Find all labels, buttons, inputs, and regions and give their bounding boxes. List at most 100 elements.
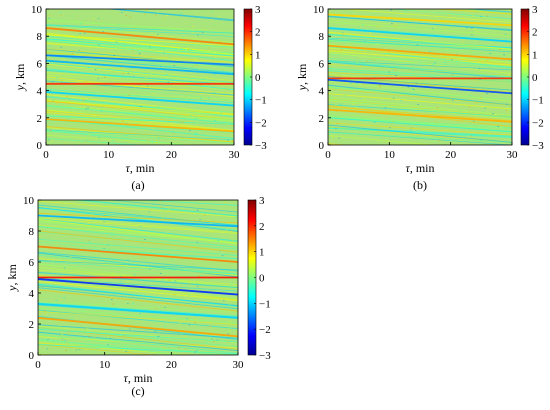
heatmap-speckle — [378, 72, 380, 74]
heatmap-speckle — [145, 129, 147, 131]
heatmap-speckle — [171, 72, 174, 74]
heatmap-speckle — [139, 312, 141, 314]
heatmap-speckle — [139, 106, 142, 107]
heatmap-speckle — [82, 99, 85, 101]
heatmap-streak — [328, 0, 512, 5]
heatmap-speckle — [172, 73, 175, 75]
heatmap-streak — [46, 125, 234, 143]
heatmap-speckle — [200, 84, 203, 86]
heatmap-speckle — [196, 122, 199, 124]
heatmap-area — [46, 9, 234, 145]
heatmap-speckle — [438, 140, 441, 142]
heatmap-speckle — [384, 107, 387, 109]
heatmap-speckle — [156, 141, 158, 143]
heatmap-speckle — [133, 327, 136, 329]
heatmap-speckle — [360, 103, 362, 105]
heatmap-streak — [46, 76, 234, 98]
heatmap-streak — [46, 134, 201, 145]
heatmap-speckle — [103, 237, 105, 238]
heatmap-streak — [38, 274, 238, 301]
heatmap-speckle — [486, 15, 488, 17]
heatmap-speckle — [137, 70, 140, 72]
heatmap-speckle — [458, 110, 461, 112]
heatmap-speckle — [177, 138, 180, 140]
heatmap-streak — [328, 131, 512, 143]
heatmap-speckle — [203, 29, 206, 30]
heatmap-speckle — [169, 57, 171, 59]
heatmap-speckle — [82, 29, 85, 30]
y-tick-label: 8 — [37, 31, 43, 43]
heatmap-speckle — [202, 269, 205, 271]
heatmap-streak — [328, 19, 512, 33]
heatmap-speckle — [79, 33, 82, 34]
heatmap-speckle — [224, 291, 226, 293]
colorbar-tick-label: −3 — [532, 140, 544, 152]
heatmap-speckle — [133, 274, 136, 276]
heatmap-speckle — [408, 22, 410, 24]
heatmap-streak — [328, 39, 512, 51]
heatmap-speckle — [204, 23, 207, 25]
heatmap-speckle — [222, 107, 224, 109]
heatmap-speckle — [219, 250, 222, 252]
heatmap-speckle — [389, 127, 391, 129]
heatmap-speckle — [173, 294, 176, 295]
y-tick-label: 6 — [29, 257, 35, 269]
heatmap-speckle — [194, 206, 196, 208]
heatmap-speckle — [330, 97, 333, 99]
heatmap-speckle — [391, 19, 394, 21]
heatmap-speckle — [231, 239, 234, 241]
heatmap-streak — [46, 115, 234, 126]
heatmap-speckle — [121, 120, 124, 122]
y-tick-label: 2 — [319, 113, 325, 125]
heatmap-speckle — [61, 333, 64, 335]
heatmap-speckle — [115, 41, 118, 43]
y-tick-label: 0 — [37, 140, 43, 152]
heatmap-speckle — [107, 262, 109, 264]
heatmap-speckle — [109, 337, 111, 339]
heatmap-speckle — [374, 122, 376, 124]
heatmap-speckle — [127, 226, 129, 228]
heatmap-speckle — [48, 139, 50, 141]
heatmap-speckle — [366, 60, 368, 62]
heatmap-streak — [38, 331, 238, 352]
colorbar-tick-label: −3 — [255, 140, 267, 152]
heatmap-streak — [46, 62, 234, 84]
heatmap-speckle — [177, 352, 179, 354]
y-axis-label: y, km — [5, 264, 19, 292]
heatmap-speckle — [470, 49, 473, 51]
heatmap-speckle — [377, 128, 379, 130]
heatmap-speckle — [111, 273, 114, 275]
heatmap-speckle — [436, 106, 439, 108]
heatmap-speckle — [92, 351, 95, 353]
heatmap-speckle — [98, 137, 101, 139]
y-axis-ticks: 0 2 4 6 8 10 — [23, 195, 41, 362]
heatmap-speckle — [456, 53, 458, 55]
heatmap-speckle — [102, 31, 104, 33]
heatmap-speckle — [138, 53, 141, 55]
heatmap-streak — [38, 302, 238, 317]
heatmap-speckle — [95, 350, 97, 352]
heatmap-streak — [38, 287, 238, 310]
heatmap-streak — [328, 70, 512, 83]
heatmap-speckle — [505, 110, 508, 111]
heatmap-streak — [135, 200, 238, 206]
heatmap-speckle — [87, 222, 90, 224]
heatmap-feature-line — [328, 108, 512, 123]
heatmap-speckle — [88, 241, 91, 243]
heatmap-speckle — [214, 24, 216, 25]
heatmap-speckle — [168, 279, 171, 281]
heatmap-speckle — [141, 243, 144, 245]
heatmap-streak — [328, 84, 512, 106]
heatmap-speckle — [158, 34, 161, 36]
heatmap-speckle — [66, 96, 68, 97]
heatmap-streak — [328, 26, 512, 40]
colorbar-tick-label: 2 — [255, 27, 261, 39]
heatmap-speckle — [171, 131, 174, 132]
colorbar-tick-label: 1 — [532, 49, 538, 61]
y-tick-label: 10 — [313, 4, 325, 16]
heatmap-speckle — [434, 62, 436, 64]
heatmap-speckle — [486, 60, 489, 61]
heatmap-feature-line — [38, 302, 238, 319]
heatmap-speckle — [392, 69, 394, 71]
